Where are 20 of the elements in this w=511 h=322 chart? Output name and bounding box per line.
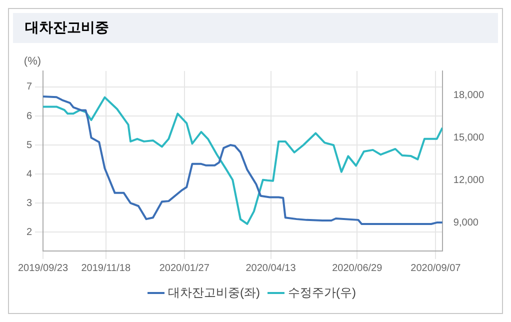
- y2-tick-label: 15,000: [453, 132, 484, 144]
- y-tick-label: 6: [26, 110, 32, 122]
- y-tick-label: 3: [26, 198, 32, 209]
- y-tick-label: 4: [26, 168, 32, 180]
- y-tick-label: 7: [26, 82, 32, 93]
- legend-label: 수정주가(우): [288, 285, 356, 300]
- x-tick-label: 2020/01/27: [159, 262, 210, 274]
- y-axis-title: (%): [24, 56, 42, 68]
- x-tick-label: 2020/04/13: [246, 262, 296, 274]
- x-tick-label: 2020/09/07: [410, 262, 462, 274]
- y-tick-label: 2: [26, 226, 32, 238]
- y2-tick-label: 12,000: [453, 174, 484, 186]
- y2-tick-label: 18,000: [453, 90, 484, 101]
- legend-label: 대차잔고비중(좌): [168, 285, 260, 300]
- y-tick-label: 5: [26, 140, 32, 151]
- chart-title: 대차잔고비중: [13, 13, 498, 43]
- x-tick-label: 2019/09/23: [18, 262, 68, 274]
- x-tick-label: 2020/06/29: [332, 262, 383, 274]
- x-tick-label: 2019/11/18: [81, 262, 131, 274]
- y2-tick-label: 9,000: [453, 217, 479, 228]
